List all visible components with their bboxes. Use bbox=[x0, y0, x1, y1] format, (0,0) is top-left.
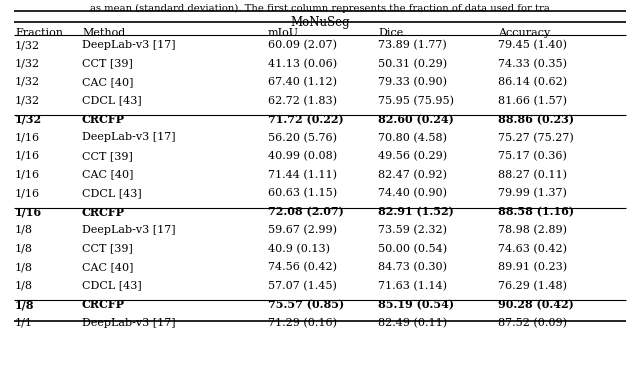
Text: mIoU: mIoU bbox=[268, 28, 299, 38]
Text: 1/16: 1/16 bbox=[15, 133, 40, 142]
Text: 71.29 (0.16): 71.29 (0.16) bbox=[268, 318, 337, 328]
Text: 71.63 (1.14): 71.63 (1.14) bbox=[378, 280, 447, 291]
Text: 85.19 (0.54): 85.19 (0.54) bbox=[378, 299, 454, 310]
Text: 67.40 (1.12): 67.40 (1.12) bbox=[268, 77, 337, 87]
Text: 73.59 (2.32): 73.59 (2.32) bbox=[378, 225, 447, 235]
Text: 62.72 (1.83): 62.72 (1.83) bbox=[268, 95, 337, 106]
Text: 1/32: 1/32 bbox=[15, 77, 40, 87]
Text: 71.72 (0.22): 71.72 (0.22) bbox=[268, 114, 344, 125]
Text: as mean (standard deviation). The first column represents the fraction of data u: as mean (standard deviation). The first … bbox=[90, 4, 550, 13]
Text: 88.86 (0.23): 88.86 (0.23) bbox=[498, 114, 574, 125]
Text: 74.40 (0.90): 74.40 (0.90) bbox=[378, 188, 447, 198]
Text: 57.07 (1.45): 57.07 (1.45) bbox=[268, 280, 337, 291]
Text: 90.28 (0.42): 90.28 (0.42) bbox=[498, 299, 573, 310]
Text: 1/8: 1/8 bbox=[15, 262, 33, 272]
Text: CRCFP: CRCFP bbox=[82, 206, 125, 217]
Text: 82.91 (1.52): 82.91 (1.52) bbox=[378, 206, 454, 217]
Text: DeepLab-v3 [17]: DeepLab-v3 [17] bbox=[82, 133, 175, 142]
Text: 82.47 (0.92): 82.47 (0.92) bbox=[378, 169, 447, 180]
Text: 1/16: 1/16 bbox=[15, 206, 42, 217]
Text: CRCFP: CRCFP bbox=[82, 299, 125, 310]
Text: 50.00 (0.54): 50.00 (0.54) bbox=[378, 244, 447, 254]
Text: 1/8: 1/8 bbox=[15, 244, 33, 253]
Text: 40.9 (0.13): 40.9 (0.13) bbox=[268, 244, 330, 254]
Text: 88.27 (0.11): 88.27 (0.11) bbox=[498, 169, 567, 180]
Text: 84.73 (0.30): 84.73 (0.30) bbox=[378, 262, 447, 272]
Text: 40.99 (0.08): 40.99 (0.08) bbox=[268, 151, 337, 162]
Text: 75.95 (75.95): 75.95 (75.95) bbox=[378, 95, 454, 106]
Text: DeepLab-v3 [17]: DeepLab-v3 [17] bbox=[82, 40, 175, 50]
Text: CDCL [43]: CDCL [43] bbox=[82, 95, 141, 106]
Text: 60.63 (1.15): 60.63 (1.15) bbox=[268, 188, 337, 198]
Text: DeepLab-v3 [17]: DeepLab-v3 [17] bbox=[82, 225, 175, 235]
Text: 1/32: 1/32 bbox=[15, 95, 40, 106]
Text: 78.98 (2.89): 78.98 (2.89) bbox=[498, 225, 567, 235]
Text: 1/32: 1/32 bbox=[15, 59, 40, 68]
Text: 82.49 (0.11): 82.49 (0.11) bbox=[378, 318, 447, 328]
Text: 56.20 (5.76): 56.20 (5.76) bbox=[268, 133, 337, 143]
Text: CRCFP: CRCFP bbox=[82, 114, 125, 125]
Text: CCT [39]: CCT [39] bbox=[82, 59, 133, 68]
Text: 89.91 (0.23): 89.91 (0.23) bbox=[498, 262, 567, 272]
Text: 79.45 (1.40): 79.45 (1.40) bbox=[498, 40, 567, 50]
Text: 49.56 (0.29): 49.56 (0.29) bbox=[378, 151, 447, 162]
Text: CAC [40]: CAC [40] bbox=[82, 262, 134, 272]
Text: 70.80 (4.58): 70.80 (4.58) bbox=[378, 133, 447, 143]
Text: 1/1: 1/1 bbox=[15, 318, 33, 328]
Text: 74.56 (0.42): 74.56 (0.42) bbox=[268, 262, 337, 272]
Text: 72.08 (2.07): 72.08 (2.07) bbox=[268, 206, 344, 217]
Text: 76.29 (1.48): 76.29 (1.48) bbox=[498, 280, 567, 291]
Text: 79.33 (0.90): 79.33 (0.90) bbox=[378, 77, 447, 87]
Text: 1/32: 1/32 bbox=[15, 114, 42, 125]
Text: 1/8: 1/8 bbox=[15, 280, 33, 290]
Text: 1/32: 1/32 bbox=[15, 40, 40, 50]
Text: 59.67 (2.99): 59.67 (2.99) bbox=[268, 225, 337, 235]
Text: 73.89 (1.77): 73.89 (1.77) bbox=[378, 40, 447, 50]
Text: 74.33 (0.35): 74.33 (0.35) bbox=[498, 59, 567, 69]
Text: 1/16: 1/16 bbox=[15, 169, 40, 179]
Text: 75.17 (0.36): 75.17 (0.36) bbox=[498, 151, 567, 162]
Text: MoNuSeg: MoNuSeg bbox=[290, 16, 350, 29]
Text: CDCL [43]: CDCL [43] bbox=[82, 188, 141, 198]
Text: 75.57 (0.85): 75.57 (0.85) bbox=[268, 299, 344, 310]
Text: Fraction: Fraction bbox=[15, 28, 63, 38]
Text: 60.09 (2.07): 60.09 (2.07) bbox=[268, 40, 337, 50]
Text: 1/16: 1/16 bbox=[15, 151, 40, 161]
Text: 81.66 (1.57): 81.66 (1.57) bbox=[498, 95, 567, 106]
Text: 71.44 (1.11): 71.44 (1.11) bbox=[268, 169, 337, 180]
Text: 86.14 (0.62): 86.14 (0.62) bbox=[498, 77, 567, 87]
Text: 41.13 (0.06): 41.13 (0.06) bbox=[268, 59, 337, 69]
Text: 87.52 (0.09): 87.52 (0.09) bbox=[498, 318, 567, 328]
Text: 1/8: 1/8 bbox=[15, 225, 33, 235]
Text: Accuracy: Accuracy bbox=[498, 28, 550, 38]
Text: Dice: Dice bbox=[378, 28, 403, 38]
Text: CAC [40]: CAC [40] bbox=[82, 77, 134, 87]
Text: 75.27 (75.27): 75.27 (75.27) bbox=[498, 133, 573, 143]
Text: CCT [39]: CCT [39] bbox=[82, 244, 133, 253]
Text: CDCL [43]: CDCL [43] bbox=[82, 280, 141, 290]
Text: CAC [40]: CAC [40] bbox=[82, 169, 134, 179]
Text: 88.58 (1.16): 88.58 (1.16) bbox=[498, 206, 574, 217]
Text: 1/16: 1/16 bbox=[15, 188, 40, 198]
Text: DeepLab-v3 [17]: DeepLab-v3 [17] bbox=[82, 318, 175, 328]
Text: 82.60 (0.24): 82.60 (0.24) bbox=[378, 114, 454, 125]
Text: 50.31 (0.29): 50.31 (0.29) bbox=[378, 59, 447, 69]
Text: 1/8: 1/8 bbox=[15, 299, 35, 310]
Text: 79.99 (1.37): 79.99 (1.37) bbox=[498, 188, 567, 198]
Text: CCT [39]: CCT [39] bbox=[82, 151, 133, 161]
Text: 74.63 (0.42): 74.63 (0.42) bbox=[498, 244, 567, 254]
Text: Method: Method bbox=[82, 28, 125, 38]
